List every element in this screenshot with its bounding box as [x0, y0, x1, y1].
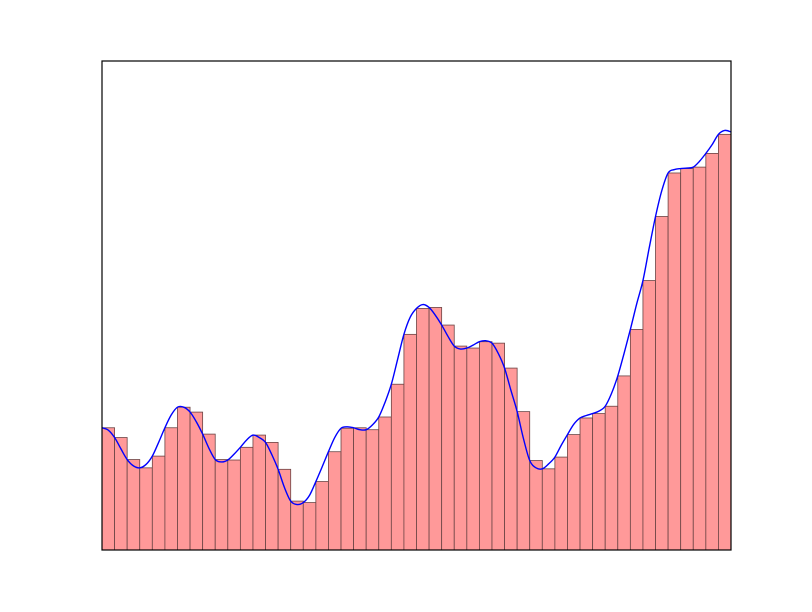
- bar: [302, 502, 317, 551]
- bar: [265, 442, 279, 551]
- line-layer: [101, 129, 732, 506]
- bar: [416, 308, 430, 551]
- bar: [441, 324, 455, 551]
- bar: [239, 446, 254, 551]
- bar: [378, 416, 392, 551]
- bar: [579, 417, 594, 551]
- bar: [705, 153, 719, 551]
- bar: [252, 434, 266, 551]
- series-line: [101, 129, 732, 506]
- bar: [328, 451, 342, 551]
- bar: [290, 500, 304, 551]
- bar: [629, 329, 644, 551]
- bar: [604, 405, 619, 551]
- bar: [491, 342, 505, 551]
- bar: [554, 456, 568, 551]
- bar: [151, 455, 166, 551]
- bar: [428, 307, 443, 551]
- bar: [718, 133, 732, 551]
- bar: [353, 427, 367, 551]
- bar: [177, 406, 191, 551]
- bar: [680, 168, 694, 551]
- axes-frame: [101, 60, 732, 551]
- bar: [478, 341, 493, 551]
- bar: [592, 413, 606, 551]
- bar: [642, 280, 656, 551]
- bar: [390, 383, 405, 551]
- bar: [126, 459, 141, 551]
- bar: [315, 481, 329, 551]
- bar: [504, 367, 518, 551]
- bar: [541, 468, 556, 551]
- bar: [617, 375, 631, 551]
- bar: [466, 347, 480, 551]
- bar: [516, 411, 531, 551]
- bar: [114, 437, 128, 551]
- bar: [453, 345, 468, 551]
- bar: [340, 427, 354, 551]
- bar: [164, 427, 178, 551]
- bar: [655, 216, 669, 551]
- bar: [101, 427, 115, 551]
- bar: [214, 459, 229, 551]
- bar: [365, 429, 380, 551]
- bar: [227, 459, 241, 551]
- bar: [567, 434, 581, 551]
- bar: [277, 468, 292, 551]
- bar: [139, 467, 153, 551]
- bar: [529, 460, 543, 551]
- bar: [189, 411, 204, 551]
- bar: [403, 333, 417, 551]
- bar: [202, 433, 216, 551]
- bar: [692, 166, 707, 551]
- bar: [667, 172, 682, 551]
